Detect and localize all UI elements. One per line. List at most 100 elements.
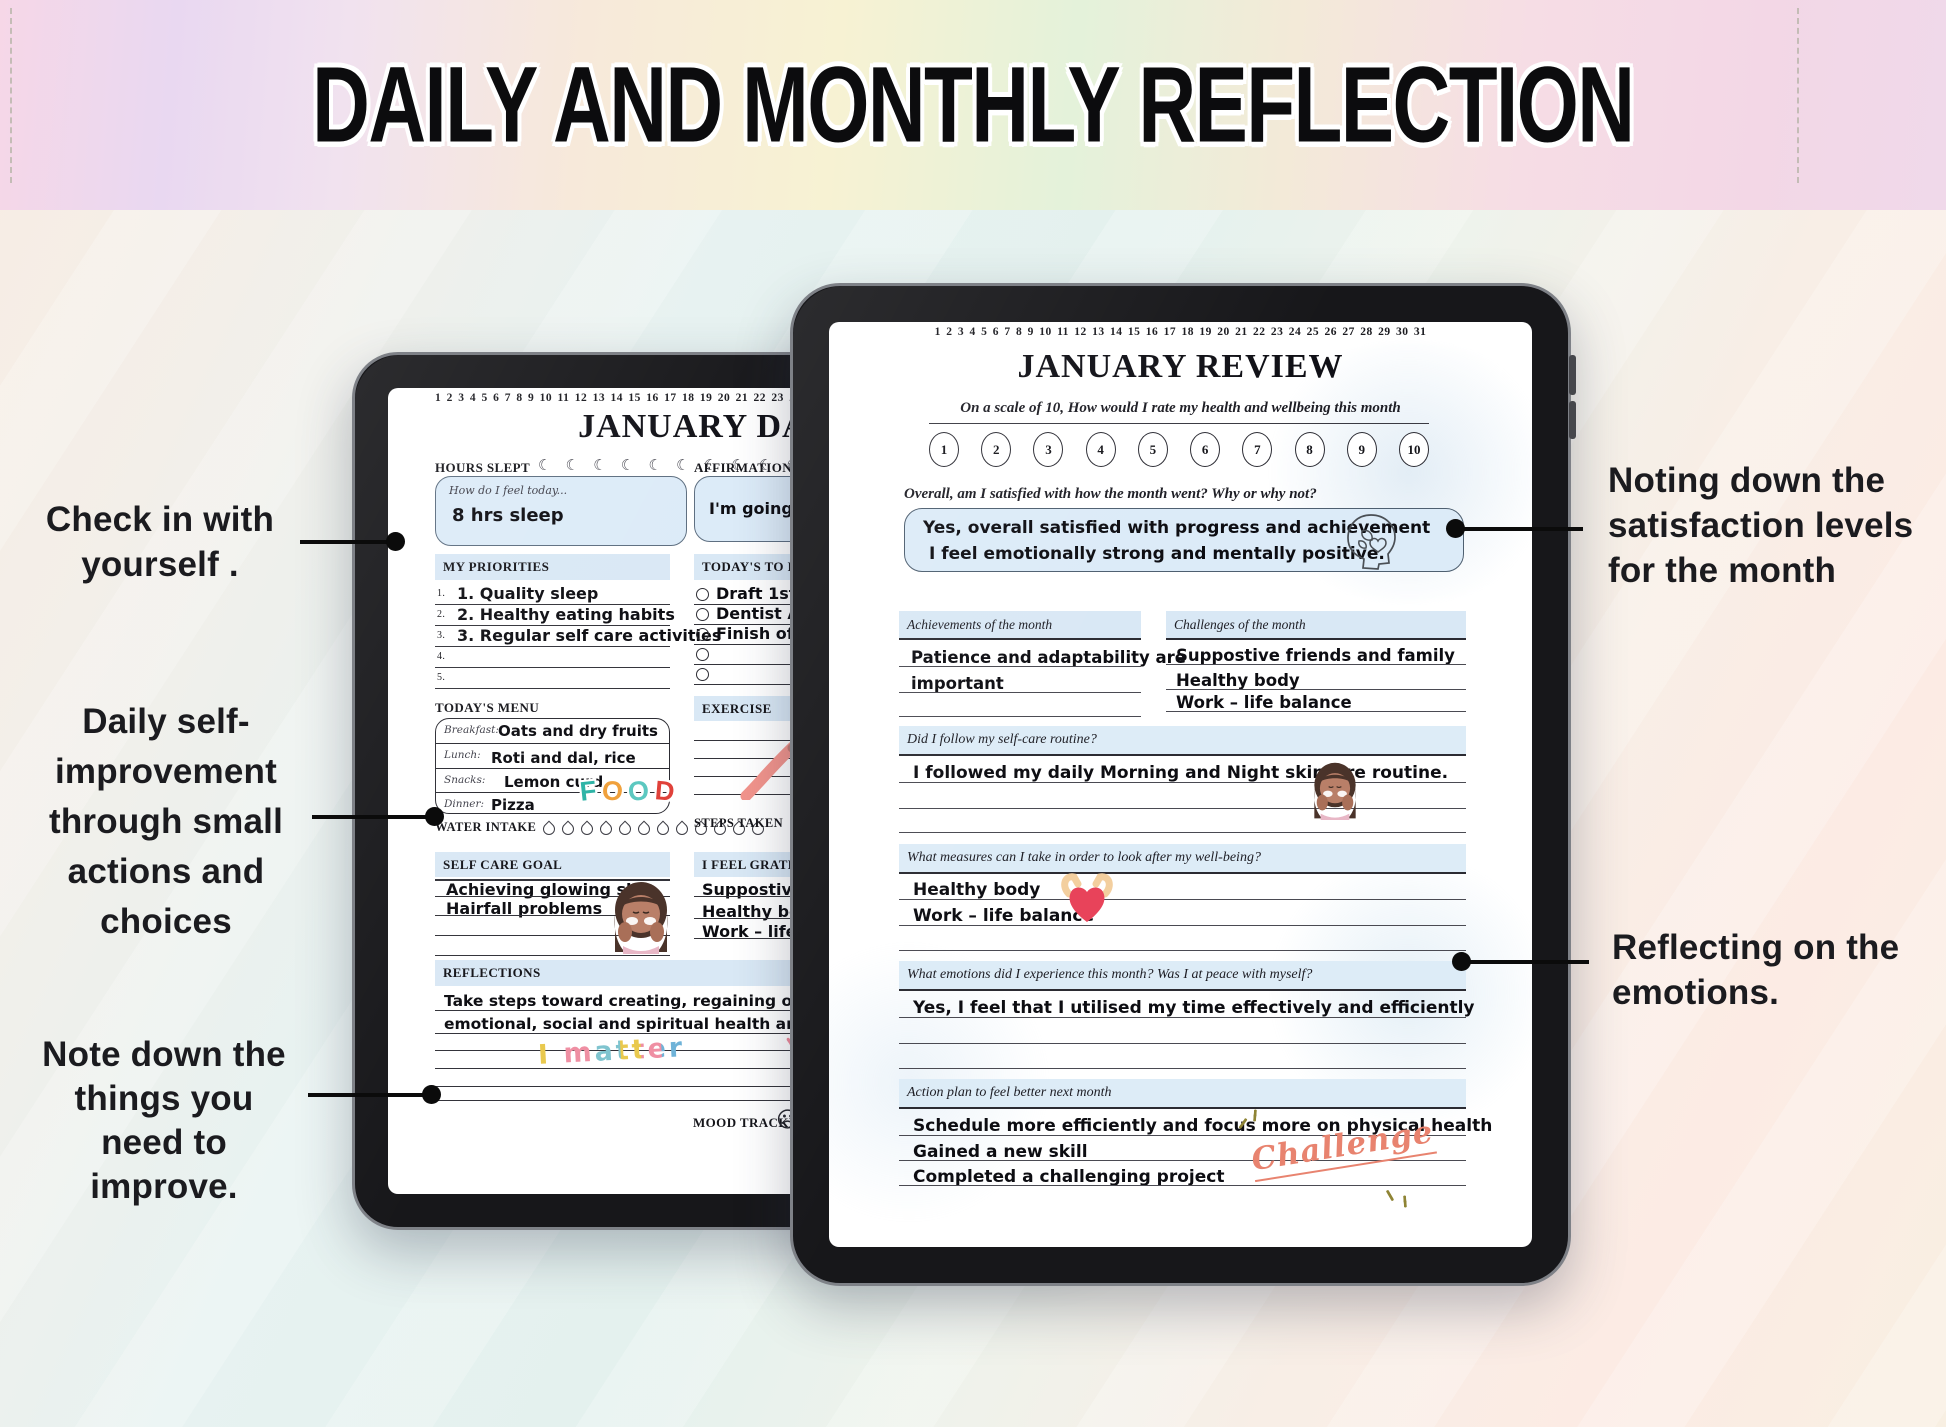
todo-circle-icon <box>696 648 709 661</box>
leader-dot <box>425 807 444 826</box>
self-care-underline <box>435 854 670 881</box>
volume-up-button <box>1569 355 1576 395</box>
rule-line <box>435 992 895 1011</box>
review-date-strip: 1 2 3 4 5 6 7 8 9 10 11 12 13 14 15 16 1… <box>934 326 1427 338</box>
scale-circle: 6 <box>1190 432 1221 467</box>
tablet-review: 1 2 3 4 5 6 7 8 9 10 11 12 13 14 15 16 1… <box>790 283 1576 1286</box>
action-entry: Gained a new skill <box>913 1142 1088 1162</box>
measures-rule <box>899 872 1466 874</box>
action-plan-header: Action plan to feel better next month <box>899 1079 1466 1107</box>
menu-row: Lunch: Roti and dal, rice <box>436 744 669 769</box>
steps-taken-label: STEPS TAKEN <box>694 816 784 830</box>
rule-line <box>899 1142 1466 1161</box>
rule-line <box>435 1015 895 1034</box>
todo-circle-icon <box>696 588 709 601</box>
rule-line <box>435 1086 895 1101</box>
measures-entry: Healthy body <box>913 880 1041 900</box>
overall-question: Overall, am I satisfied with how the mon… <box>904 486 1317 502</box>
selfcare-answer: I followed my daily Morning and Night sk… <box>913 763 1449 783</box>
water-drop-icon <box>654 820 672 838</box>
menu-row: Dinner: Pizza <box>444 796 535 814</box>
sparkle-icon <box>1402 1195 1408 1208</box>
overall-answer-box: Yes, overall satisfied with progress and… <box>904 508 1464 572</box>
menu-label: TODAY'S MENU <box>435 700 540 715</box>
rule-line <box>435 880 670 897</box>
rule-line <box>899 906 1466 926</box>
rule-line <box>1166 671 1466 690</box>
scale-underline <box>929 423 1429 424</box>
rule-line <box>1166 693 1466 712</box>
challenge-entry: Healthy body <box>1176 671 1300 690</box>
menu-row: Snacks: Lemon curd <box>436 769 669 793</box>
rule-line <box>1166 646 1466 665</box>
action-entry: Completed a challenging project <box>913 1167 1225 1187</box>
leader-line-check-in <box>300 532 405 551</box>
feel-box: How do I feel today... 8 hrs sleep <box>435 476 687 546</box>
water-drop-icon <box>616 820 634 838</box>
skincare-girl-illustration <box>1314 762 1356 820</box>
review-page: 1 2 3 4 5 6 7 8 9 10 11 12 13 14 15 16 1… <box>829 322 1532 1247</box>
selfcare-rule <box>899 754 1466 756</box>
mindful-head-icon <box>1347 514 1396 570</box>
volume-down-button <box>1569 401 1576 439</box>
food-sticker: F O O D <box>578 775 677 807</box>
action-plan-rule <box>899 1107 1466 1109</box>
heart-icon: ♥ <box>786 1033 794 1048</box>
water-drop-icon <box>559 820 577 838</box>
water-intake-label: WATER INTAKE <box>435 820 537 834</box>
scale-circle: 4 <box>1085 432 1116 467</box>
selfcare-question-header: Did I follow my self-care routine? <box>899 726 1466 754</box>
scale-circle: 9 <box>1346 432 1377 467</box>
rule-line <box>899 674 1141 693</box>
rule-line <box>435 919 670 936</box>
todo-circle-icon <box>696 628 709 641</box>
rule-line <box>899 648 1141 667</box>
priority-row: 3. 3. Regular self care activities <box>435 626 722 647</box>
moon-icons: ☾ ☾ ☾ ☾ ☾ ☾ ☾ ☾ ☾ ☾ <box>538 457 805 474</box>
achievements-header: Achievements of the month <box>899 611 1141 638</box>
strong-heart-illustration <box>1061 873 1113 922</box>
emotions-answer: Yes, I feel that I utilised my time effe… <box>913 998 1475 1018</box>
rating-scale: 1 2 3 4 5 6 7 8 9 10 <box>929 432 1429 467</box>
rule-line <box>899 763 1466 783</box>
water-drop-icon <box>540 820 558 838</box>
leader-line-improvement <box>312 807 444 826</box>
rule-line <box>899 1025 1466 1044</box>
scale-question: On a scale of 10, How would I rate my he… <box>960 400 1401 416</box>
emotions-question-header: What emotions did I experience this mont… <box>899 961 1466 989</box>
rule-line <box>899 814 1466 833</box>
achievement-entry: important <box>911 674 1004 693</box>
emotions-rule <box>899 989 1466 991</box>
achievement-entry: Patience and adaptability are <box>911 648 1186 667</box>
priority-row: 4. <box>435 647 670 668</box>
hours-slept-label: HOURS SLEPT <box>435 460 531 475</box>
page-title: DAILY AND MONTHLY REFLECTION <box>312 43 1635 165</box>
rule-line <box>899 932 1466 951</box>
rule-line <box>435 1054 895 1069</box>
leader-dot <box>1446 519 1465 538</box>
rule-line <box>899 790 1466 809</box>
rule-line <box>435 1072 895 1087</box>
water-drop-icon <box>578 820 596 838</box>
rule-line <box>899 998 1466 1018</box>
priorities-list: 1. 1. Quality sleep 2. 2. Healthy eating… <box>435 584 722 689</box>
measures-entry: Work – life balance <box>913 906 1094 926</box>
water-drop-icon <box>597 820 615 838</box>
banner: DAILY AND MONTHLY REFLECTION <box>0 0 1946 210</box>
menu-row: Breakfast: Oats and dry fruits <box>436 719 669 744</box>
rule-line <box>435 939 670 956</box>
self-care-header: SELF CARE GOAL <box>435 852 670 877</box>
feel-box-label: How do I feel today... <box>449 484 568 497</box>
self-care-entry: Hairfall problems <box>446 899 603 918</box>
rule-line <box>899 1050 1466 1069</box>
achievements-rule <box>899 638 1141 640</box>
challenges-rule <box>1166 638 1466 640</box>
self-care-entry: Achieving glowing skin <box>446 880 654 899</box>
menu-box: Breakfast: Oats and dry fruits Lunch: Ro… <box>435 718 670 814</box>
mood-tracker-label: MOOD TRACKER <box>693 1115 808 1130</box>
scale-circle: 8 <box>1294 432 1325 467</box>
feel-box-value: 8 hrs sleep <box>452 505 564 526</box>
todo-circle-icon <box>696 668 709 681</box>
rule-line <box>435 1036 895 1051</box>
priority-row: 5. <box>435 668 670 689</box>
